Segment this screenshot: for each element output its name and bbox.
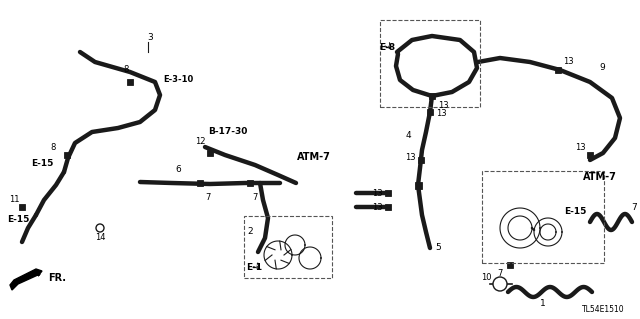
Bar bbox=[247, 180, 253, 186]
Text: 3: 3 bbox=[147, 33, 153, 42]
Text: 5: 5 bbox=[435, 243, 441, 253]
Bar bbox=[64, 152, 70, 158]
Circle shape bbox=[493, 277, 507, 291]
Bar bbox=[19, 204, 25, 210]
Text: 13: 13 bbox=[404, 153, 415, 162]
Bar bbox=[555, 67, 561, 73]
Text: FR.: FR. bbox=[48, 273, 66, 283]
Text: B-17-30: B-17-30 bbox=[208, 128, 248, 137]
Text: ATM-7: ATM-7 bbox=[297, 152, 331, 162]
Text: 13: 13 bbox=[372, 189, 382, 197]
Text: E-1: E-1 bbox=[246, 263, 262, 271]
Text: 7: 7 bbox=[252, 192, 258, 202]
Text: 8: 8 bbox=[51, 144, 56, 152]
Text: 2: 2 bbox=[247, 227, 253, 236]
Text: TL54E1510: TL54E1510 bbox=[582, 306, 625, 315]
Bar bbox=[587, 152, 593, 158]
Text: 8: 8 bbox=[124, 65, 129, 75]
Text: 13: 13 bbox=[436, 108, 446, 117]
Bar bbox=[127, 79, 133, 85]
Text: E-15: E-15 bbox=[31, 159, 53, 167]
Text: 10: 10 bbox=[481, 272, 492, 281]
Bar bbox=[385, 190, 391, 196]
Text: 14: 14 bbox=[95, 234, 105, 242]
Bar bbox=[385, 204, 391, 210]
Text: 13: 13 bbox=[438, 101, 448, 110]
Text: 6: 6 bbox=[175, 166, 181, 174]
Bar bbox=[197, 180, 203, 186]
Text: 11: 11 bbox=[9, 196, 19, 204]
Bar bbox=[429, 93, 435, 99]
Text: 7: 7 bbox=[497, 269, 502, 278]
Text: E-15: E-15 bbox=[7, 216, 29, 225]
Text: E-8: E-8 bbox=[379, 42, 395, 51]
Bar bbox=[427, 109, 433, 115]
Bar bbox=[507, 262, 513, 268]
Text: ATM-7: ATM-7 bbox=[583, 172, 617, 182]
Bar bbox=[244, 216, 332, 278]
Text: 12: 12 bbox=[195, 137, 205, 146]
Text: 4: 4 bbox=[405, 130, 411, 139]
Bar bbox=[482, 171, 604, 263]
Bar bbox=[207, 150, 213, 156]
Bar bbox=[415, 182, 422, 189]
Bar bbox=[418, 157, 424, 163]
Bar bbox=[380, 20, 480, 107]
Circle shape bbox=[96, 224, 104, 232]
Text: 13: 13 bbox=[372, 203, 382, 211]
Text: 7: 7 bbox=[631, 204, 637, 212]
Text: E-15: E-15 bbox=[564, 207, 586, 217]
Text: 9: 9 bbox=[599, 63, 605, 72]
Text: 1: 1 bbox=[540, 299, 546, 308]
Text: 7: 7 bbox=[205, 192, 211, 202]
Polygon shape bbox=[10, 269, 42, 290]
Text: E-3-10: E-3-10 bbox=[163, 75, 193, 84]
Text: 13: 13 bbox=[563, 57, 573, 66]
Text: 13: 13 bbox=[575, 144, 586, 152]
